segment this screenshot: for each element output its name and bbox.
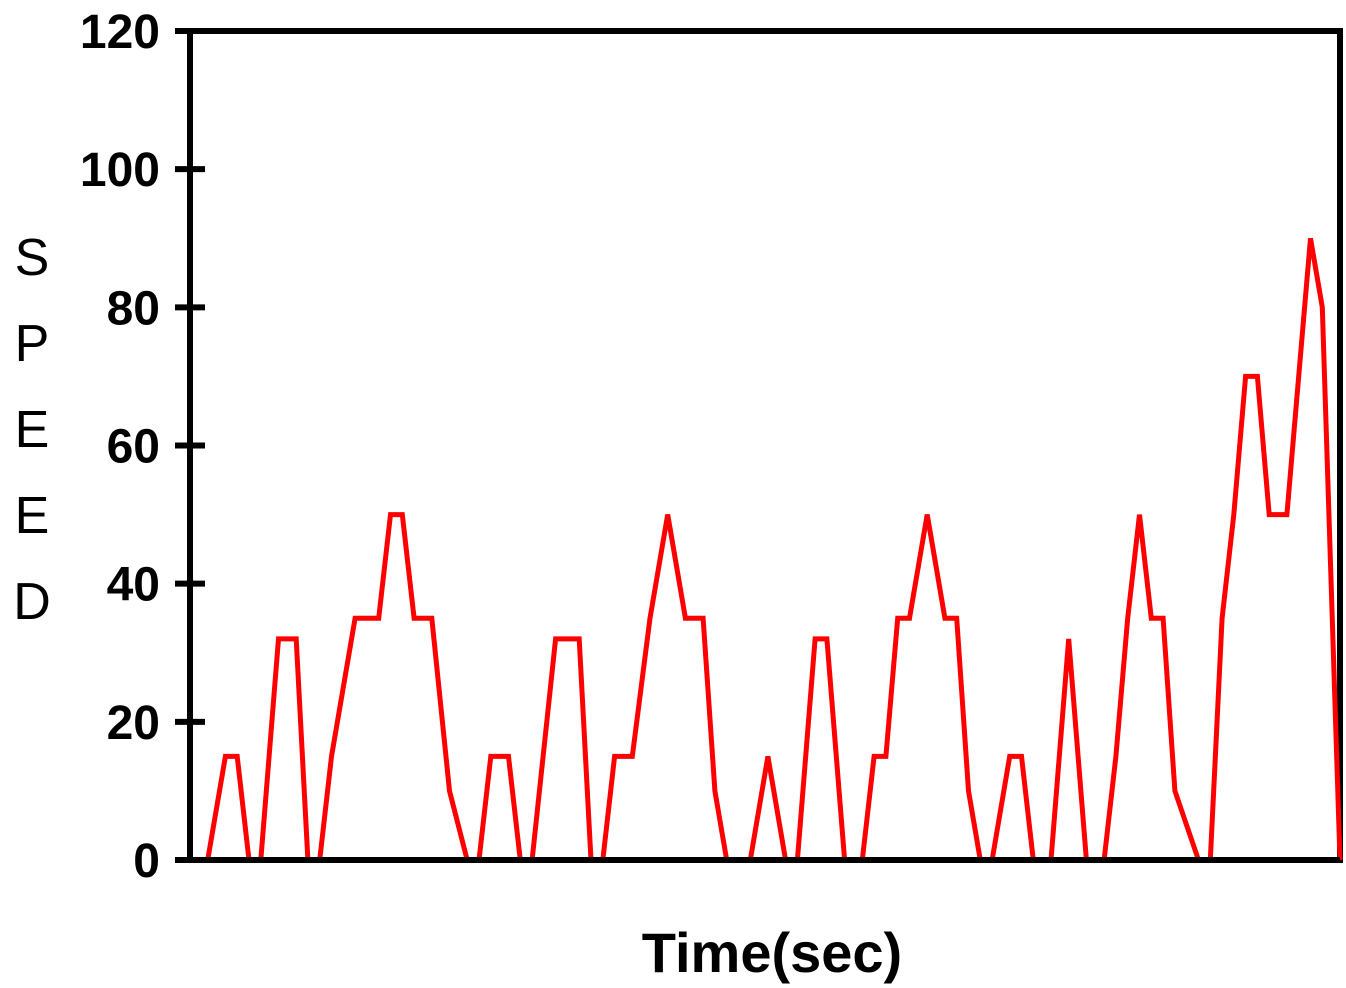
x-axis-title: Time(sec) <box>642 921 902 984</box>
speed-series-line <box>190 237 1343 863</box>
y-tick-label-120: 120 <box>80 6 160 59</box>
y-tick-label-0: 0 <box>133 835 160 888</box>
y-axis-title-letter: S <box>15 229 50 287</box>
y-axis-tick-labels: 0 20 40 60 80 100 120 <box>80 6 160 888</box>
y-tick-label-80: 80 <box>107 282 160 335</box>
y-axis-title-letter: E <box>15 487 50 545</box>
y-tick-label-100: 100 <box>80 144 160 197</box>
y-axis-title-letter: E <box>15 401 50 459</box>
y-tick-label-20: 20 <box>107 697 160 750</box>
y-axis-title-letter: D <box>13 573 51 631</box>
y-tick-label-60: 60 <box>107 421 160 474</box>
y-axis-title-letter: P <box>15 315 50 373</box>
plot-frame <box>187 28 1343 863</box>
y-tick-label-40: 40 <box>107 559 160 612</box>
